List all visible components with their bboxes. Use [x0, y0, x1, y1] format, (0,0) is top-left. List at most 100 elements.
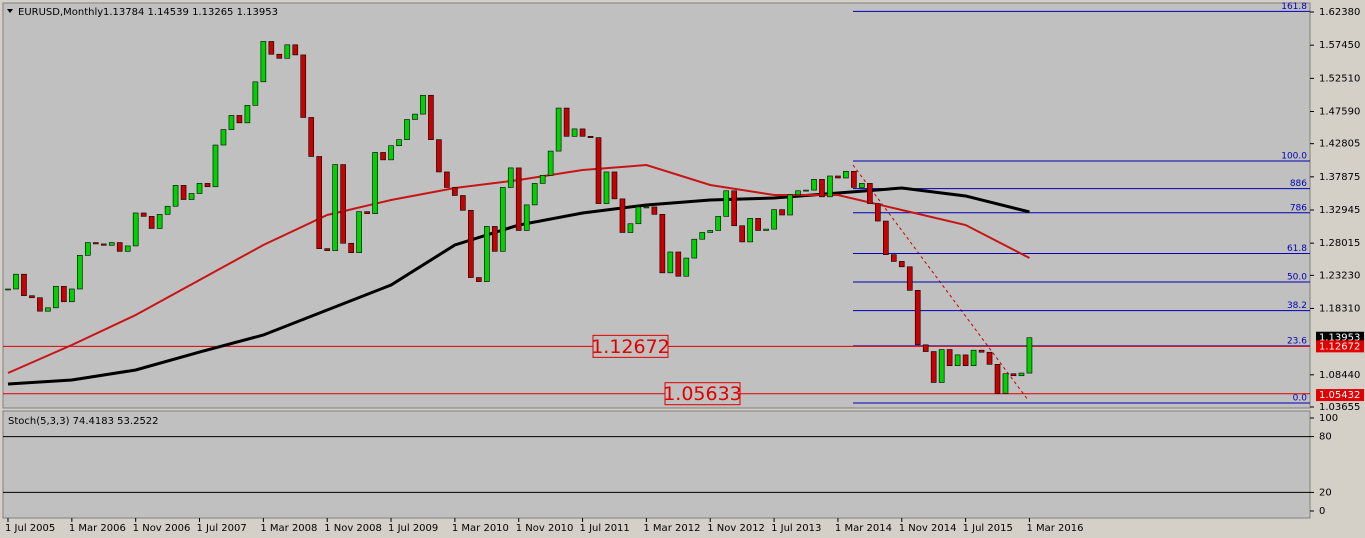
candle-body — [340, 164, 346, 244]
candle-body — [388, 145, 394, 161]
menu-arrow[interactable] — [7, 9, 13, 13]
candle-body — [659, 214, 666, 274]
candle-body — [787, 194, 793, 216]
y-tick-label: 1.28015 — [1319, 238, 1360, 249]
fib-label: 0.0 — [1293, 393, 1308, 403]
candle-body — [882, 220, 889, 255]
x-tick-label: 1 Jul 2013 — [771, 523, 821, 534]
candle-body — [77, 255, 83, 290]
candle-body — [316, 156, 323, 249]
candle-body — [978, 349, 985, 353]
candle-body — [715, 216, 722, 231]
candle-body — [69, 288, 75, 303]
candle-body — [906, 266, 913, 291]
candle-body — [236, 115, 243, 124]
axis-price-label: 1.05432 — [1319, 390, 1360, 401]
candle-body — [300, 54, 307, 118]
candle-body — [779, 209, 785, 216]
candle-body — [675, 251, 682, 277]
candle-body — [930, 351, 937, 383]
candle-body — [276, 53, 283, 59]
candle-body — [220, 129, 227, 146]
candle-body — [444, 171, 450, 188]
y-tick-label: 1.18310 — [1319, 303, 1360, 314]
candle-body — [348, 242, 354, 253]
candle-body — [890, 254, 897, 262]
fib-label: 786 — [1290, 203, 1307, 213]
y-tick-label: 1.23230 — [1319, 270, 1360, 281]
candle-body — [5, 288, 11, 291]
candle-body — [188, 193, 195, 200]
candle-body — [555, 107, 562, 152]
candle-body — [563, 107, 570, 137]
candle-body — [13, 273, 19, 290]
candle-body — [970, 349, 977, 366]
ohlc-readout: 1.13784 1.14539 1.13265 1.13953 — [103, 7, 278, 18]
candle-body — [324, 248, 331, 251]
candle-body — [29, 295, 35, 299]
candle-body — [595, 137, 602, 204]
candle-body — [404, 119, 410, 140]
y-tick-label: 1.42805 — [1319, 139, 1360, 150]
price-level-label: 1.12672 — [591, 336, 670, 358]
candle-body — [922, 344, 929, 352]
x-tick-label: 1 Jul 2009 — [388, 523, 438, 534]
y-tick-label: 1.37875 — [1319, 172, 1360, 183]
candle-body — [1026, 337, 1033, 374]
candle-body — [396, 139, 402, 147]
x-tick-label: 1 Mar 2008 — [260, 523, 317, 534]
candle-body — [61, 285, 67, 303]
candle-body — [763, 228, 769, 231]
x-tick-label: 1 Nov 2006 — [133, 523, 191, 534]
candle-body — [420, 94, 426, 115]
candle-body — [547, 150, 554, 176]
candle-body — [1018, 372, 1025, 377]
candle-body — [436, 139, 442, 173]
candle-body — [731, 190, 737, 227]
candle-body — [611, 171, 618, 200]
candle-body — [228, 115, 235, 130]
candle-body — [332, 164, 338, 251]
candle-body — [531, 183, 538, 206]
y-tick-label: 1.57450 — [1319, 40, 1360, 51]
x-tick-label: 1 Jul 2011 — [580, 523, 630, 534]
candle-body — [507, 167, 514, 188]
chart-title: EURUSD,Monthly — [18, 7, 103, 18]
candle-body — [898, 261, 905, 268]
candle-body — [244, 105, 251, 124]
candle-body — [372, 152, 378, 214]
price-level-box — [664, 382, 741, 406]
price-level-label: 1.05633 — [663, 383, 742, 405]
candle-body — [603, 171, 610, 204]
x-tick-label: 1 Jul 2015 — [963, 523, 1013, 534]
candle-body — [21, 273, 27, 297]
candle-body — [156, 214, 163, 229]
candle-body — [803, 189, 809, 192]
stoch-tick-label: 20 — [1319, 487, 1332, 498]
candle-body — [755, 218, 761, 231]
candle-body — [452, 187, 458, 196]
candle-body — [172, 185, 179, 207]
candle-body — [132, 212, 139, 247]
candle-body — [946, 349, 953, 366]
candle-body — [691, 238, 698, 259]
candle-body — [491, 226, 498, 252]
candle-body — [460, 195, 466, 211]
candle-body — [45, 307, 51, 312]
candle-body — [859, 183, 865, 188]
stoch-tick-label: 80 — [1319, 432, 1332, 443]
candle-body — [515, 167, 522, 231]
axis-price-box — [1316, 389, 1364, 402]
candle-body — [308, 117, 315, 157]
candle-body — [811, 179, 817, 191]
fib-label: 23.6 — [1287, 336, 1307, 346]
axis-price-label: 1.13953 — [1319, 333, 1360, 344]
candle-body — [986, 351, 993, 365]
candle-body — [827, 175, 833, 198]
trend-line — [852, 164, 1029, 401]
candle-body — [412, 113, 418, 120]
candle-body — [651, 206, 658, 215]
candle-body — [723, 190, 730, 217]
axis-price-box — [1316, 340, 1364, 353]
